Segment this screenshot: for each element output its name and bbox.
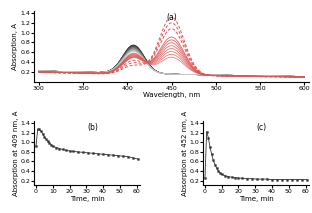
Text: (a): (a) — [166, 13, 177, 22]
Y-axis label: Absorption at 452 nm, A: Absorption at 452 nm, A — [182, 111, 188, 196]
X-axis label: Wavelength, nm: Wavelength, nm — [143, 92, 200, 98]
Text: (c): (c) — [256, 123, 266, 132]
Y-axis label: Absorption at 409 nm, A: Absorption at 409 nm, A — [13, 110, 19, 196]
Y-axis label: Absorption, A: Absorption, A — [12, 23, 17, 70]
X-axis label: Time, min: Time, min — [239, 196, 273, 202]
X-axis label: Time, min: Time, min — [70, 196, 105, 202]
Text: (b): (b) — [87, 123, 98, 132]
